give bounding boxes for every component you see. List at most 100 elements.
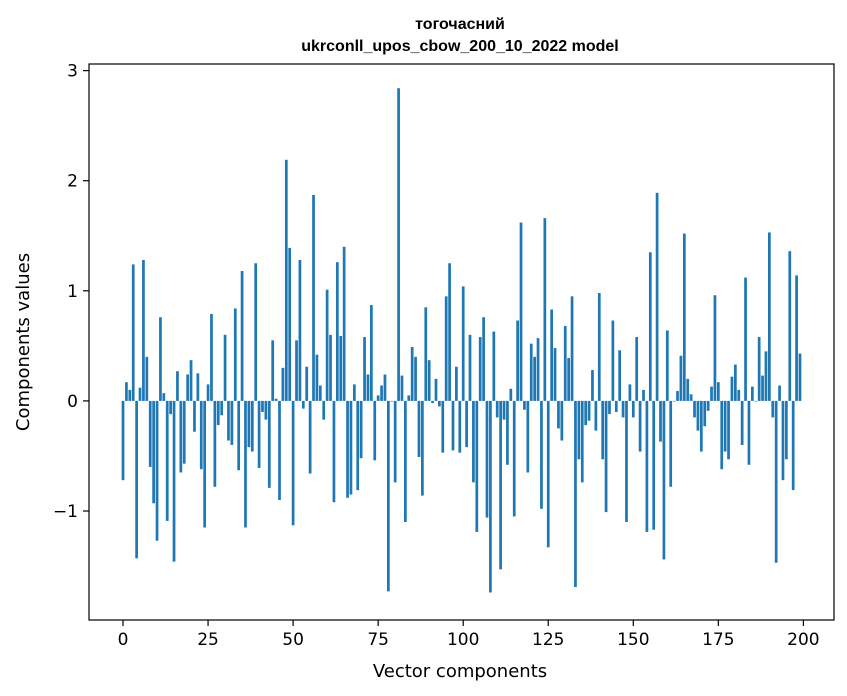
bar (284, 159, 288, 401)
bar (244, 400, 247, 528)
bar (795, 275, 798, 401)
bar (618, 350, 622, 401)
bar (737, 389, 741, 401)
bar (125, 382, 128, 401)
bar (587, 400, 591, 421)
bar (264, 400, 268, 420)
bar (563, 326, 567, 401)
bar (781, 400, 785, 481)
bar (298, 259, 302, 401)
bar (489, 400, 492, 593)
bar (512, 400, 516, 517)
bar (179, 400, 183, 473)
bar (529, 343, 533, 401)
x-axis-label: Vector components (373, 661, 547, 682)
bar (662, 400, 666, 560)
bar (761, 375, 764, 401)
bar (210, 313, 213, 401)
bar (407, 395, 411, 401)
bar (570, 296, 574, 401)
plot-area-frame (88, 63, 835, 621)
bar (567, 357, 571, 401)
bar (713, 295, 717, 401)
bar (359, 400, 363, 459)
bar (591, 370, 594, 401)
bar (645, 400, 649, 532)
bar (267, 400, 271, 488)
bar (380, 385, 383, 401)
bar (363, 337, 366, 401)
bar (318, 385, 322, 401)
bar (451, 400, 455, 451)
bar (148, 400, 152, 467)
bar (315, 354, 319, 401)
bar (638, 400, 642, 452)
bar (369, 305, 373, 401)
bar (159, 317, 162, 401)
bar (237, 400, 241, 471)
bar (557, 400, 560, 429)
bar (519, 222, 523, 401)
y-axis-ticks: −1 0 1 2 3 (53, 62, 89, 522)
bar (393, 400, 397, 483)
bar (216, 400, 220, 426)
bar (682, 233, 686, 401)
bar (509, 388, 513, 401)
bar (652, 400, 656, 530)
bar (706, 400, 710, 411)
x-tick-label: 25 (197, 630, 219, 650)
bar (410, 346, 414, 401)
bar (540, 400, 543, 509)
bar (733, 364, 737, 401)
bar (434, 378, 438, 401)
bar (288, 247, 292, 401)
bar (774, 400, 778, 563)
bar (121, 400, 125, 481)
bar (397, 88, 400, 401)
bar (642, 389, 645, 401)
bar (417, 400, 421, 458)
bar (778, 385, 781, 401)
bar (744, 277, 747, 401)
bar (172, 400, 176, 562)
x-tick-label: 0 (118, 630, 129, 650)
bar (342, 246, 346, 401)
bar (604, 400, 608, 513)
bar (478, 337, 482, 401)
bar (169, 400, 172, 415)
y-tick-label: −1 (53, 502, 78, 522)
bar (672, 400, 676, 402)
bar (506, 400, 509, 465)
bar (659, 400, 662, 442)
bar (516, 320, 519, 401)
bar (441, 400, 445, 453)
bar (376, 395, 380, 401)
bar (427, 360, 431, 401)
bar (281, 367, 285, 401)
bar (771, 400, 775, 418)
bar (482, 317, 485, 401)
bar (138, 387, 142, 401)
bar (727, 400, 730, 460)
bar (594, 400, 598, 431)
bar (135, 400, 138, 559)
bar (230, 400, 234, 445)
bar (472, 400, 475, 483)
bar (203, 400, 207, 528)
bar (196, 373, 200, 401)
bar (648, 252, 652, 401)
bar (689, 394, 693, 401)
bar (740, 400, 744, 445)
chart-title: тогочасний (415, 16, 505, 33)
x-tick-label: 100 (447, 630, 479, 650)
bar (128, 389, 132, 401)
chart-subtitle: ukrconll_upos_cbow_200_10_2022 model (301, 38, 618, 55)
bar (404, 400, 407, 523)
bar (305, 366, 309, 401)
bar (458, 400, 462, 453)
y-tick-label: 2 (67, 172, 78, 192)
bar (295, 340, 298, 401)
bar (716, 382, 720, 401)
bar (791, 400, 795, 491)
